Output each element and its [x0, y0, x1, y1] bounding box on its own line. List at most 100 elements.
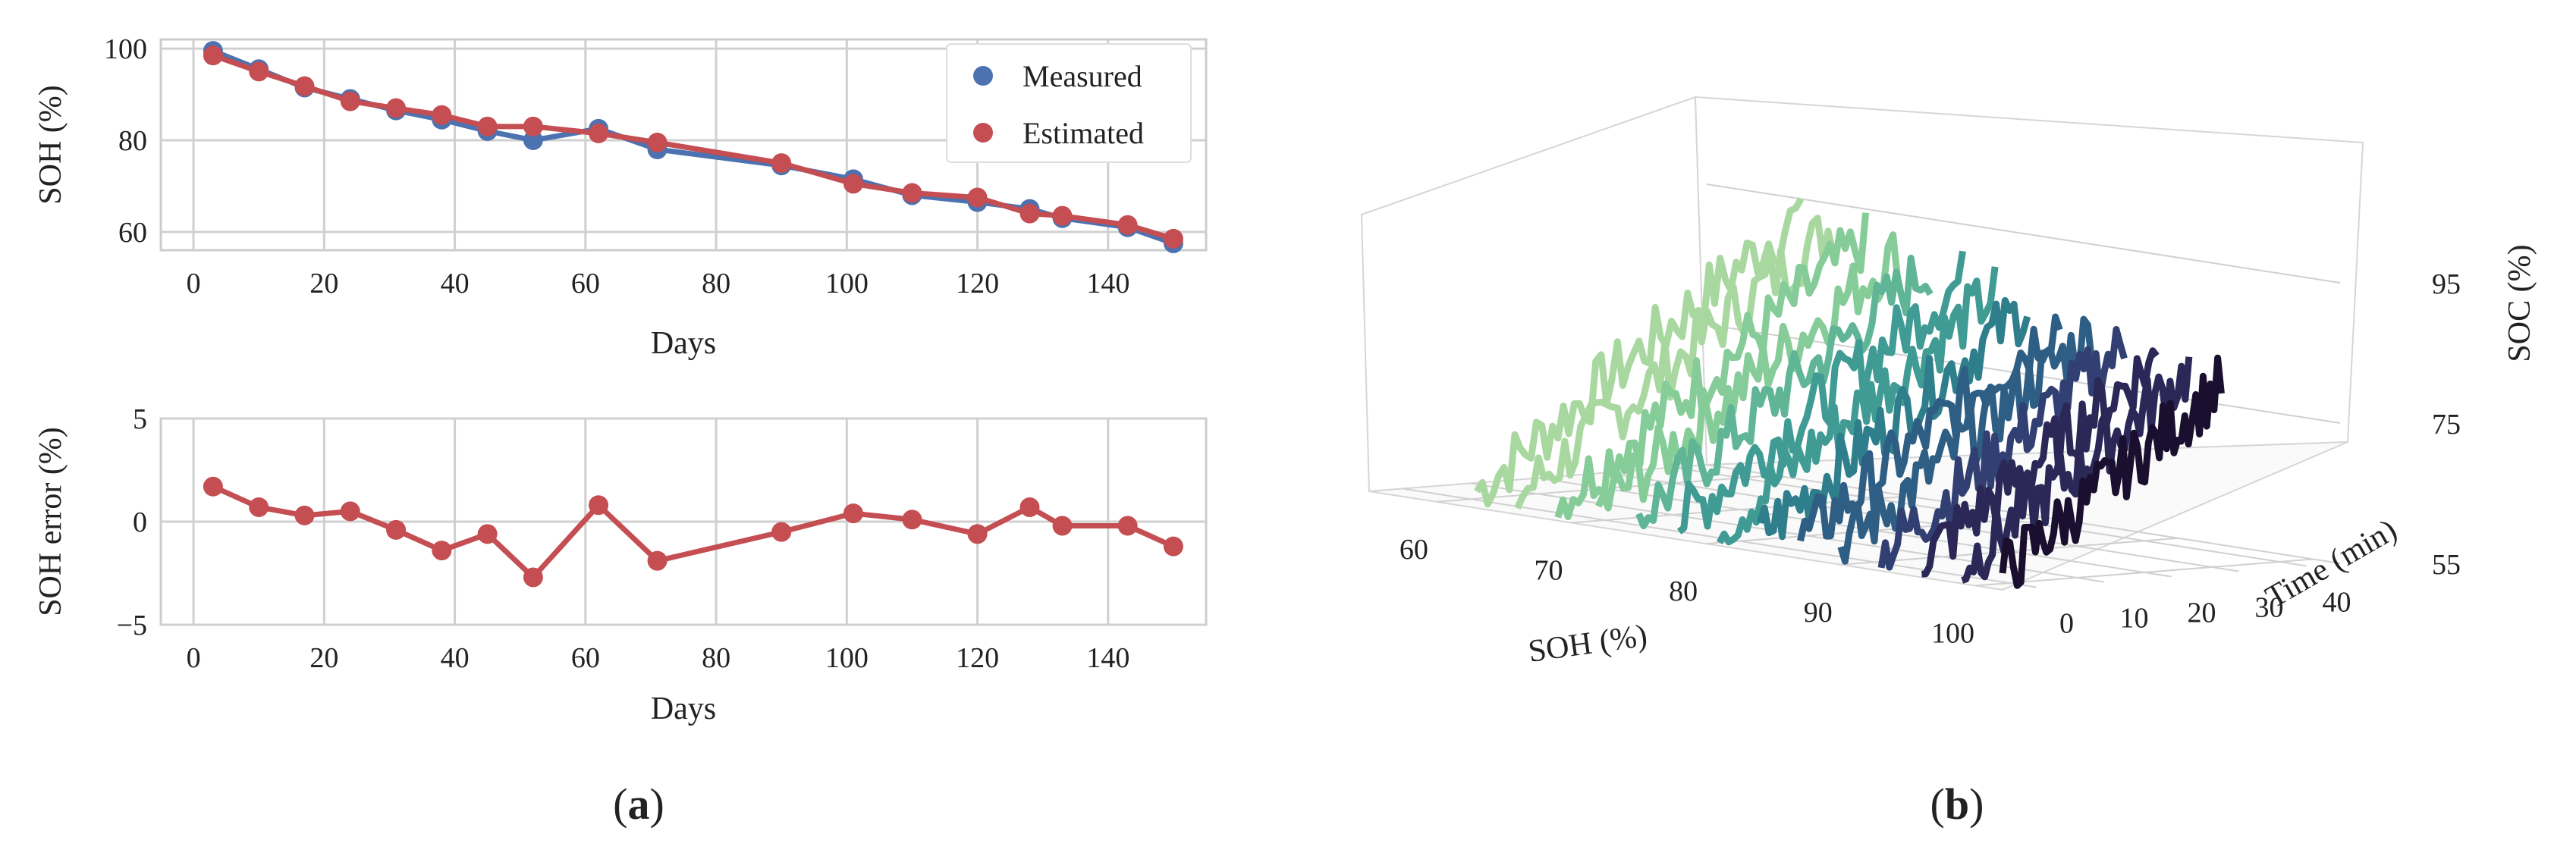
data-point-soh-error [386, 519, 407, 540]
surface-trace [1837, 315, 2096, 565]
surface-trace [1474, 197, 1805, 508]
panel-label-a-open: ( [613, 779, 627, 829]
data-point-estimated [589, 123, 609, 143]
data-point-soh-error [294, 505, 315, 525]
data-point-soh-error [843, 503, 863, 524]
data-point-soh-error [771, 522, 792, 542]
legend-measured-marker [973, 66, 993, 86]
panel-label-b-open: ( [1930, 779, 1945, 829]
data-point-estimated [1163, 228, 1183, 249]
data-point-estimated [340, 91, 360, 111]
data-point-soh-error [340, 501, 360, 522]
data-point-soh-error [1019, 497, 1040, 517]
legend-measured-label: Measured [1023, 59, 1142, 93]
x-tick-label: 0 [187, 268, 201, 299]
panel-label-a-letter: a [628, 779, 650, 829]
data-point-estimated [432, 105, 452, 125]
soh-error-chart-x-ticks: 0 20 40 60 80 100 120 140 [187, 642, 1130, 674]
grid-line-soc [1706, 183, 2341, 284]
time-tick-label: 20 [2188, 597, 2216, 629]
data-point-estimated [771, 153, 792, 174]
soc-3d-chart-surface [1474, 197, 2225, 589]
panel-label-b-close: ) [1969, 779, 1984, 829]
data-point-measured [523, 130, 543, 150]
soh-error-chart-y-label: SOH error (%) [33, 427, 68, 616]
time-tick-label: 0 [2059, 608, 2074, 640]
data-point-estimated [647, 132, 668, 152]
data-point-estimated [203, 45, 223, 66]
panel-label-a: (a) [613, 779, 664, 829]
data-point-soh-error [1163, 536, 1183, 557]
x-tick-label: 80 [702, 268, 730, 299]
soh-tick-label: 70 [1534, 554, 1563, 586]
time-tick-label: 10 [2120, 603, 2149, 635]
soh-chart-x-label: Days [651, 326, 716, 361]
data-point-soh-error [477, 524, 498, 544]
soh-chart-series [203, 41, 1183, 253]
soh-tick-label: 100 [1931, 617, 1974, 649]
data-point-soh-error [1052, 516, 1073, 536]
soh-error-chart-y-ticks: −5 0 5 [117, 403, 147, 641]
panel-label-b-letter: b [1945, 779, 1969, 829]
data-point-estimated [843, 174, 863, 194]
time-tick-label: 30 [2255, 592, 2284, 624]
soh-chart-y-label: SOH (%) [33, 85, 68, 204]
surface-trace [1554, 212, 1870, 520]
data-point-estimated [249, 61, 269, 82]
y-tick-label: 80 [118, 125, 147, 157]
legend-box [946, 43, 1192, 163]
y-tick-label: 0 [133, 506, 147, 538]
surface-trace [1999, 354, 2225, 589]
soc-tick-label: 95 [2432, 268, 2461, 300]
data-point-estimated [902, 183, 922, 203]
x-tick-label: 40 [441, 268, 470, 299]
soh-chart-y-ticks: 60 80 100 [104, 33, 147, 249]
data-point-estimated [523, 116, 543, 136]
y-tick-label: 5 [133, 403, 147, 435]
data-point-soh-error [1117, 516, 1138, 536]
soc-tick-label: 55 [2432, 549, 2461, 581]
surface-trace [1514, 215, 1837, 510]
panel-label-a-close: ) [650, 779, 664, 829]
grid-line-time [1605, 472, 2239, 572]
soh-error-chart-series [203, 476, 1183, 588]
data-point-soh-error [249, 497, 269, 517]
soh-chart-grid [161, 39, 1206, 250]
data-point-estimated [967, 187, 988, 208]
soh-error-chart: 0 20 40 60 80 100 120 140 −5 0 5 Days SOH error (… [33, 403, 1208, 726]
x-tick-label: 60 [571, 642, 600, 674]
soc-3d-x-label: SOH (%) [1526, 618, 1649, 669]
data-point-soh-error [203, 476, 223, 497]
soh-tick-label: 60 [1400, 534, 1428, 566]
x-tick-label: 140 [1086, 268, 1129, 299]
soh-error-chart-x-label: Days [651, 691, 716, 726]
data-point-estimated [1052, 205, 1073, 226]
data-point-soh-error [967, 524, 988, 544]
time-tick-label: 40 [2323, 587, 2351, 619]
soh-chart-x-ticks: 0 20 40 60 80 100 120 140 [187, 268, 1130, 299]
y-tick-label: 60 [118, 217, 147, 249]
soc-3d-chart-ticks: 60 70 80 90 100 0 10 20 30 40 55 75 95 [1400, 268, 2461, 649]
soh-chart-legend: Measured Estimated [946, 43, 1192, 163]
data-point-soh-error [523, 567, 543, 588]
data-point-estimated [1117, 215, 1138, 235]
x-tick-label: 40 [441, 642, 470, 674]
data-point-estimated [294, 76, 315, 96]
data-point-soh-error [647, 550, 668, 571]
x-tick-label: 20 [309, 268, 338, 299]
legend-estimated-marker [973, 123, 993, 143]
surface-trace [1877, 326, 2128, 571]
legend-estimated-label: Estimated [1023, 116, 1144, 150]
data-point-estimated [477, 116, 498, 136]
soh-tick-label: 80 [1669, 575, 1698, 607]
x-tick-label: 80 [702, 642, 730, 674]
data-point-soh-error [589, 495, 609, 516]
data-point-estimated [1019, 203, 1040, 224]
panel-label-b: (b) [1930, 779, 1984, 829]
x-tick-label: 120 [956, 642, 999, 674]
data-point-soh-error [432, 541, 452, 561]
surface-trace [1716, 266, 1999, 546]
data-point-estimated [386, 98, 407, 118]
